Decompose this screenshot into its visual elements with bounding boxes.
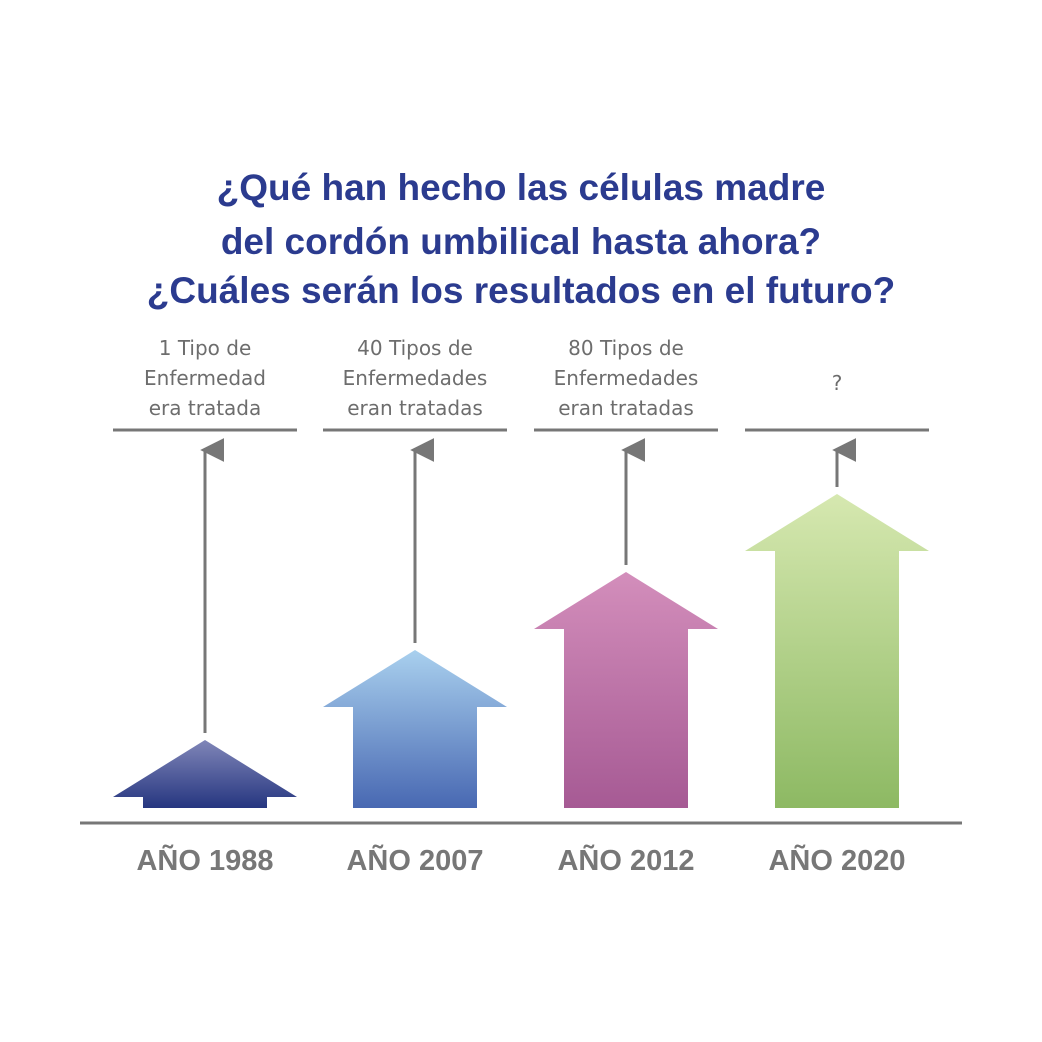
column-label: Enfermedades xyxy=(343,366,488,390)
growth-arrow xyxy=(323,650,507,808)
growth-arrow xyxy=(113,740,297,808)
title-line: ¿Cuáles serán los resultados en el futur… xyxy=(147,270,895,311)
column-label: Enfermedad xyxy=(144,366,266,390)
title-line: del cordón umbilical hasta ahora? xyxy=(221,221,821,262)
column-label: 80 Tipos de xyxy=(568,336,684,360)
column-label: Enfermedades xyxy=(554,366,699,390)
column-label: era tratada xyxy=(149,396,262,420)
growth-arrow xyxy=(534,572,718,808)
year-label: AÑO 2012 xyxy=(557,843,694,877)
column-label: eran tratadas xyxy=(558,396,694,420)
column-label: eran tratadas xyxy=(347,396,483,420)
year-label: AÑO 2020 xyxy=(768,843,905,877)
title-line: ¿Qué han hecho las células madre xyxy=(217,167,826,208)
column-label: 40 Tipos de xyxy=(357,336,473,360)
column-label: ? xyxy=(832,371,843,395)
year-label: AÑO 2007 xyxy=(346,843,483,877)
column-label: 1 Tipo de xyxy=(159,336,252,360)
year-label: AÑO 1988 xyxy=(136,843,273,877)
growth-arrow xyxy=(745,494,929,808)
